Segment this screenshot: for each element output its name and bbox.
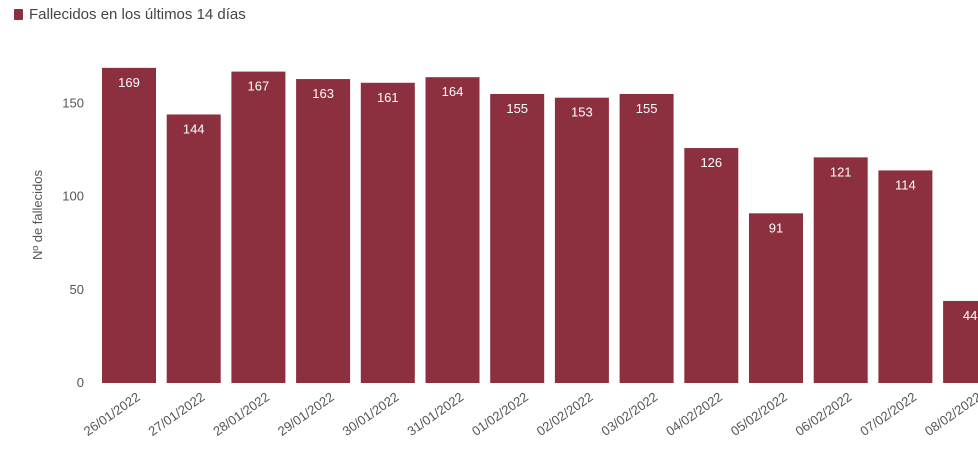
data-label: 91 bbox=[769, 220, 783, 235]
x-ticks: 26/01/2022 27/01/2022 28/01/2022 29/01/2022… bbox=[81, 389, 978, 439]
x-tick-label: 01/02/2022 bbox=[469, 389, 531, 439]
x-tick-label: 05/02/2022 bbox=[728, 389, 790, 439]
data-label: 155 bbox=[636, 101, 658, 116]
data-label: 169 bbox=[118, 75, 140, 90]
x-tick-label: 07/02/2022 bbox=[857, 389, 919, 439]
x-tick-label: 08/02/2022 bbox=[922, 389, 978, 439]
x-tick-label: 31/01/2022 bbox=[404, 389, 466, 439]
bar bbox=[425, 77, 480, 383]
y-tick-label: 50 bbox=[70, 282, 84, 297]
data-label: 126 bbox=[700, 155, 722, 170]
bar bbox=[684, 148, 739, 383]
data-label: 144 bbox=[183, 121, 205, 136]
bar bbox=[813, 157, 868, 383]
data-label: 153 bbox=[571, 105, 593, 120]
y-tick-label: 100 bbox=[62, 189, 84, 204]
y-tick-label: 0 bbox=[77, 375, 84, 390]
data-label: 164 bbox=[442, 84, 464, 99]
x-tick-label: 04/02/2022 bbox=[663, 389, 725, 439]
bar bbox=[554, 97, 609, 383]
bar bbox=[296, 79, 351, 383]
bar bbox=[878, 170, 933, 383]
data-label: 155 bbox=[506, 101, 528, 116]
x-tick-label: 26/01/2022 bbox=[81, 389, 143, 439]
x-tick-label: 27/01/2022 bbox=[146, 389, 208, 439]
bar bbox=[166, 114, 221, 383]
data-label: 121 bbox=[830, 164, 852, 179]
x-tick-label: 06/02/2022 bbox=[793, 389, 855, 439]
x-tick-label: 28/01/2022 bbox=[210, 389, 272, 439]
legend-label: Fallecidos en los últimos 14 días bbox=[29, 6, 246, 23]
bar bbox=[943, 300, 978, 383]
data-label: 44 bbox=[963, 308, 977, 323]
legend-swatch bbox=[14, 9, 23, 20]
y-ticks: 0 50 100 150 bbox=[62, 95, 84, 390]
bar bbox=[619, 93, 674, 384]
legend: Fallecidos en los últimos 14 días bbox=[14, 6, 246, 23]
data-label: 167 bbox=[248, 79, 270, 94]
data-label: 161 bbox=[377, 90, 399, 105]
x-tick-label: 02/02/2022 bbox=[534, 389, 596, 439]
x-tick-label: 03/02/2022 bbox=[598, 389, 660, 439]
y-tick-label: 150 bbox=[62, 95, 84, 110]
data-labels: 169 144 167 163 161 164 155 153 155 126 91 121 114 44 bbox=[118, 75, 977, 323]
x-tick-label: 29/01/2022 bbox=[275, 389, 337, 439]
bar bbox=[749, 213, 803, 383]
y-axis-label: Nº de fallecidos bbox=[30, 169, 45, 260]
data-label: 114 bbox=[895, 177, 916, 192]
bar bbox=[490, 93, 545, 384]
bar bbox=[102, 67, 156, 383]
bar bbox=[360, 82, 415, 384]
x-tick-label: 30/01/2022 bbox=[340, 389, 402, 439]
bar bbox=[231, 71, 286, 383]
data-label: 163 bbox=[312, 86, 334, 101]
bars bbox=[102, 67, 978, 384]
